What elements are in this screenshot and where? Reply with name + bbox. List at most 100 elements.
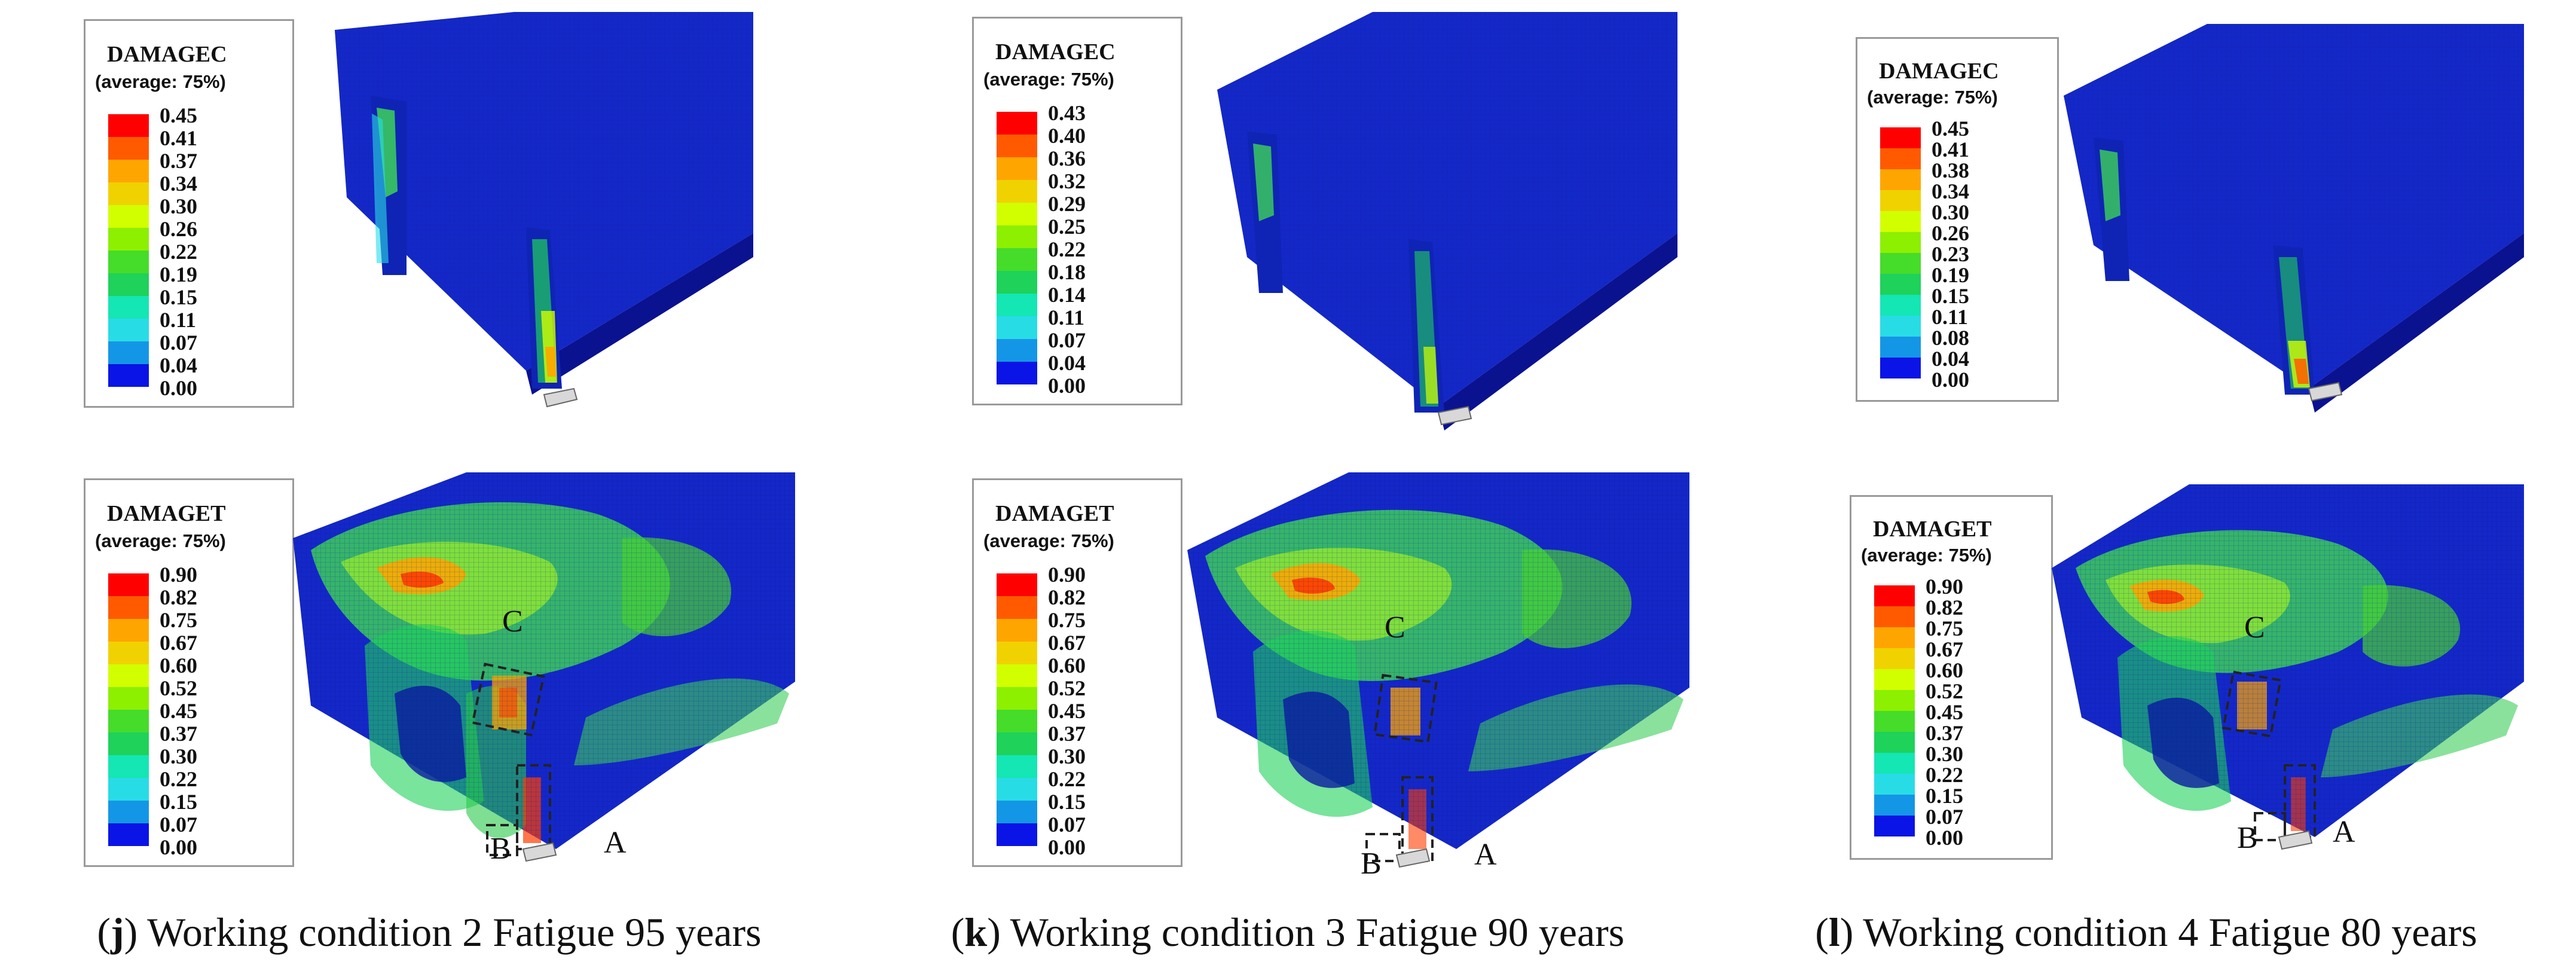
legend-value: 0.04 [160, 353, 197, 377]
legend-value: 0.60 [1926, 658, 1963, 682]
legend-title: DAMAGEC [1879, 59, 1999, 84]
fe-model-compression [2064, 24, 2524, 413]
legend-value: 0.08 [1932, 326, 1969, 350]
legend-value: 0.52 [160, 676, 197, 700]
legend-value: 0.41 [160, 126, 197, 150]
panel-k: DAMAGEC (average: 75%) 0.43 0.40 0.36 0.… [858, 0, 1717, 977]
legend-subtitle: (average: 75%) [983, 530, 1114, 551]
legend-value: 0.22 [160, 240, 197, 264]
fe-model-compression [335, 12, 753, 408]
legend-damaget: DAMAGET (average: 75%) 0.90 0.82 0.75 0.… [1850, 495, 2053, 860]
legend-value: 0.18 [1048, 260, 1086, 284]
marker-b: B [1361, 847, 1382, 881]
legend-value: 0.34 [160, 172, 197, 196]
legend-value: 0.41 [1932, 138, 1969, 161]
legend-value: 0.04 [1048, 351, 1086, 375]
legend-value: 0.45 [160, 699, 197, 723]
colorbar [1874, 585, 1915, 836]
fe-model-tension [2052, 484, 2524, 850]
legend-value: 0.82 [1048, 585, 1086, 609]
legend-damagec: DAMAGEC (average: 75%) 0.45 0.41 0.37 0.… [84, 19, 294, 408]
legend-value: 0.75 [1926, 616, 1963, 640]
legend-subtitle: (average: 75%) [95, 71, 226, 92]
legend-value: 0.15 [160, 790, 197, 814]
colorbar [108, 114, 149, 387]
legend-value: 0.45 [1932, 117, 1969, 141]
fe-model-tension [1187, 472, 1689, 868]
legend-value: 0.30 [1932, 200, 1969, 224]
marker-c: C [1385, 610, 1405, 645]
legend-title: DAMAGEC [995, 39, 1116, 65]
legend-value: 0.90 [1048, 563, 1086, 587]
legend-value: 0.19 [160, 262, 197, 286]
legend-value: 0.25 [1048, 215, 1086, 239]
legend-value: 0.82 [1926, 596, 1963, 619]
legend-value: 0.43 [1048, 101, 1086, 125]
legend-value: 0.00 [160, 835, 197, 859]
panel-j: DAMAGEC (average: 75%) 0.45 0.41 0.37 0.… [0, 0, 858, 977]
caption-text: Working condition 3 Fatigue 90 years [1010, 909, 1625, 955]
legend-value: 0.15 [160, 285, 197, 309]
legend-value: 0.07 [160, 813, 197, 836]
legend-subtitle: (average: 75%) [983, 69, 1114, 90]
legend-value: 0.30 [1926, 742, 1963, 766]
legend-value: 0.36 [1048, 146, 1086, 170]
legend-value: 0.11 [160, 308, 197, 332]
caption: (l) Working condition 4 Fatigue 80 years [1815, 909, 2477, 955]
legend-value: 0.22 [1048, 237, 1086, 261]
legend-title: DAMAGEC [107, 42, 227, 67]
caption-letter: l [1828, 909, 1840, 955]
legend-value: 0.32 [1048, 169, 1086, 193]
legend-value: 0.45 [1048, 699, 1086, 723]
legend-value: 0.07 [160, 331, 197, 355]
legend-value: 0.00 [1048, 835, 1086, 859]
legend-title: DAMAGET [107, 501, 226, 526]
fe-model-tension [293, 472, 795, 862]
legend-value: 0.90 [160, 563, 197, 587]
legend-damagec: DAMAGEC (average: 75%) 0.43 0.40 0.36 0.… [972, 17, 1182, 405]
legend-value: 0.37 [1048, 722, 1086, 746]
legend-value: 0.22 [1926, 763, 1963, 787]
caption-letter: k [964, 909, 988, 955]
legend-value: 0.07 [1048, 328, 1086, 352]
legend-value: 0.67 [1926, 637, 1963, 661]
legend-value: 0.52 [1926, 679, 1963, 703]
legend-value: 0.37 [160, 149, 197, 173]
legend-value: 0.34 [1932, 179, 1969, 203]
marker-a: A [1474, 838, 1497, 872]
legend-value: 0.19 [1932, 263, 1969, 287]
caption-letter: j [111, 909, 124, 955]
colorbar [1880, 127, 1921, 378]
legend-value: 0.67 [1048, 631, 1086, 655]
legend-value: 0.26 [1932, 221, 1969, 245]
caption-text: Working condition 2 Fatigue 95 years [147, 909, 762, 955]
legend-value: 0.15 [1926, 784, 1963, 808]
fe-model-compression [1217, 12, 1677, 431]
marker-c: C [502, 604, 523, 639]
caption-text: Working condition 4 Fatigue 80 years [1863, 909, 2477, 955]
legend-value: 0.40 [1048, 124, 1086, 148]
legend-value: 0.67 [160, 631, 197, 655]
legend-value: 0.75 [1048, 608, 1086, 632]
legend-value: 0.22 [1048, 767, 1086, 791]
legend-value: 0.60 [1048, 654, 1086, 677]
legend-value: 0.11 [1048, 306, 1085, 329]
legend-subtitle: (average: 75%) [1867, 87, 1998, 108]
legend-value: 0.38 [1932, 158, 1969, 182]
legend-value: 0.45 [1926, 700, 1963, 724]
legend-damagec: DAMAGEC (average: 75%) 0.45 0.41 0.38 0.… [1856, 37, 2059, 402]
legend-value: 0.75 [160, 608, 197, 632]
legend-value: 0.00 [1926, 826, 1963, 850]
marker-a: A [604, 826, 627, 860]
marker-b: B [2237, 821, 2258, 855]
legend-value: 0.45 [160, 103, 197, 127]
legend-value: 0.37 [160, 722, 197, 746]
legend-value: 0.23 [1932, 242, 1969, 266]
legend-value: 0.52 [1048, 676, 1086, 700]
legend-damaget: DAMAGET (average: 75%) 0.90 0.82 0.75 0.… [972, 478, 1182, 867]
colorbar [997, 573, 1037, 846]
legend-value: 0.07 [1048, 813, 1086, 836]
legend-value: 0.14 [1048, 283, 1086, 307]
legend-value: 0.22 [160, 767, 197, 791]
panel-l: DAMAGEC (average: 75%) 0.45 0.41 0.38 0.… [1717, 0, 2575, 977]
